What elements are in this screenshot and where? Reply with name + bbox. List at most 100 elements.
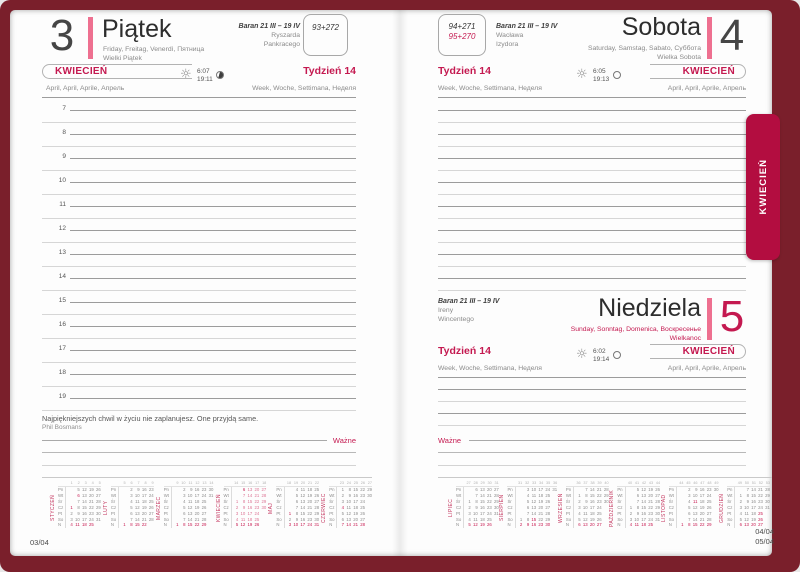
right-page-number: 04/04 xyxy=(755,527,774,536)
calendar-day: 18 xyxy=(81,522,87,528)
calendar-day: 3 xyxy=(688,492,691,498)
week-number: 5 xyxy=(118,481,126,487)
sat-month-translations: April, April, Aprile, Апрель xyxy=(667,85,746,92)
calendar-day: 11 xyxy=(75,522,80,528)
calendar-day: 16 xyxy=(641,510,647,516)
calendar-day: 16 xyxy=(141,487,147,492)
calendar-day: 23 xyxy=(360,492,365,498)
sat-month-label: KWIECIEŃ xyxy=(682,66,735,77)
calendar-day: 12 xyxy=(582,516,588,522)
calendar-day: 31 xyxy=(765,504,770,510)
calendar-day: 18 xyxy=(247,516,253,522)
calendar-day: 14 xyxy=(589,487,595,492)
calendar-day: 9 xyxy=(636,510,640,516)
calendar-day: 26 xyxy=(360,510,365,516)
ruled-line xyxy=(438,194,746,195)
calendar-day: 6 xyxy=(77,492,80,498)
hour-row: 11 xyxy=(42,194,356,219)
hour-row: 19 xyxy=(42,386,356,411)
mini-calendar-grid: 9 10 11 12 13 14 Pn 2 9 16 23 30 Wt 3 10 17 24 31 Śr 4 11 18 2… xyxy=(163,481,214,529)
ruled-line xyxy=(438,158,746,159)
weekday-label: Wt xyxy=(507,492,516,499)
calendar-day xyxy=(550,522,557,528)
calendar-day: 16 xyxy=(699,487,705,492)
sat-holiday-label: Wielka Sobota xyxy=(657,54,701,61)
calendar-day: 13 xyxy=(346,516,351,522)
left-separator xyxy=(42,97,356,98)
calendar-day xyxy=(94,522,101,528)
calendar-day: 12 xyxy=(240,522,246,528)
calendar-day: 14 xyxy=(479,492,485,498)
half-hour-line xyxy=(42,170,356,171)
weekday-label: Wt xyxy=(565,492,575,499)
week-number: 44 xyxy=(653,481,661,487)
week-number: 16 xyxy=(245,481,253,487)
calendar-day: 23 xyxy=(486,504,492,510)
weekday-label: Śr xyxy=(727,498,736,505)
mini-calendar-month-label: LIPIEC xyxy=(448,498,454,518)
week-number: 36 xyxy=(550,481,558,487)
weekday-label: Pn xyxy=(58,486,67,493)
half-hour-line xyxy=(42,290,356,291)
calendar-day: 8 xyxy=(130,522,133,528)
calendar-day: 30 xyxy=(367,492,372,498)
calendar-day: 21 xyxy=(88,498,94,504)
week-number: 18 xyxy=(259,481,267,487)
calendar-day: 24 xyxy=(545,487,551,492)
calendar-day: 2 xyxy=(578,498,581,504)
calendar-day: 15 xyxy=(134,522,140,528)
calendar-day: 24 xyxy=(648,516,654,522)
calendar-day: 24 xyxy=(758,504,763,510)
calendar-day: 8 xyxy=(77,504,80,510)
left-strip-divider xyxy=(42,477,372,478)
calendar-day: 1 xyxy=(288,510,292,516)
calendar-day: 31 xyxy=(493,510,499,516)
calendar-day xyxy=(365,522,372,528)
calendar-day: 1 xyxy=(629,504,633,510)
calendar-day: 21 xyxy=(648,498,654,504)
calendar-day: 7 xyxy=(746,487,749,492)
calendar-day: 17 xyxy=(479,510,485,516)
hour-label: 16 xyxy=(58,321,66,328)
hour-row: 18 xyxy=(42,362,356,387)
calendar-day: 27 xyxy=(596,522,602,528)
calendar-day: 29 xyxy=(765,492,770,498)
left-notes-line xyxy=(42,465,356,466)
half-hour-line xyxy=(42,410,356,411)
week-number: 26 xyxy=(357,481,365,487)
calendar-day: 16 xyxy=(751,498,756,504)
weekday-label: So xyxy=(668,516,678,523)
week-number: 42 xyxy=(639,481,647,487)
week-number: 33 xyxy=(529,481,537,487)
calendar-day: 16 xyxy=(353,492,358,498)
calendar-day: 9 xyxy=(77,510,80,516)
ruled-line xyxy=(438,401,746,402)
calendar-day: 3 xyxy=(526,487,530,492)
ruled-line xyxy=(438,230,746,231)
weekday-label: Pn xyxy=(617,486,626,493)
calendar-day: 24 xyxy=(254,510,260,516)
weekday-label: Cz xyxy=(223,504,232,511)
calendar-day: 17 xyxy=(589,504,595,510)
right-page-number-next: 05/04 xyxy=(755,537,774,546)
calendar-day: 5 xyxy=(130,504,133,510)
calendar-day: 18 xyxy=(194,498,200,504)
weekday-label: Cz xyxy=(110,504,120,511)
sat-day-name: Sobota xyxy=(621,13,701,41)
weekday-label: Pt xyxy=(456,510,465,517)
calendar-day: 8 xyxy=(242,498,246,504)
mini-calendar-month-label: MAJ xyxy=(268,502,275,514)
calendar-day: 10 xyxy=(531,487,537,492)
weekday-label: Wt xyxy=(456,492,465,499)
weekday-label: Wt xyxy=(727,492,736,499)
calendar-day xyxy=(206,522,213,528)
calendar-day: 27 xyxy=(655,492,661,498)
calendar-day: 7 xyxy=(475,492,478,498)
hour-label: 14 xyxy=(58,273,66,280)
mini-calendar-grid: 40 41 42 43 44 Pn 5 12 19 26 Wt 6 13 20 27 Śr 7 14 21 28 Cz 1… xyxy=(617,481,661,529)
calendar-day: 29 xyxy=(493,498,499,504)
calendar-day: 10 xyxy=(293,522,299,528)
calendar-day: 12 xyxy=(346,510,351,516)
hour-line xyxy=(70,230,356,231)
hour-label: 18 xyxy=(58,369,66,376)
